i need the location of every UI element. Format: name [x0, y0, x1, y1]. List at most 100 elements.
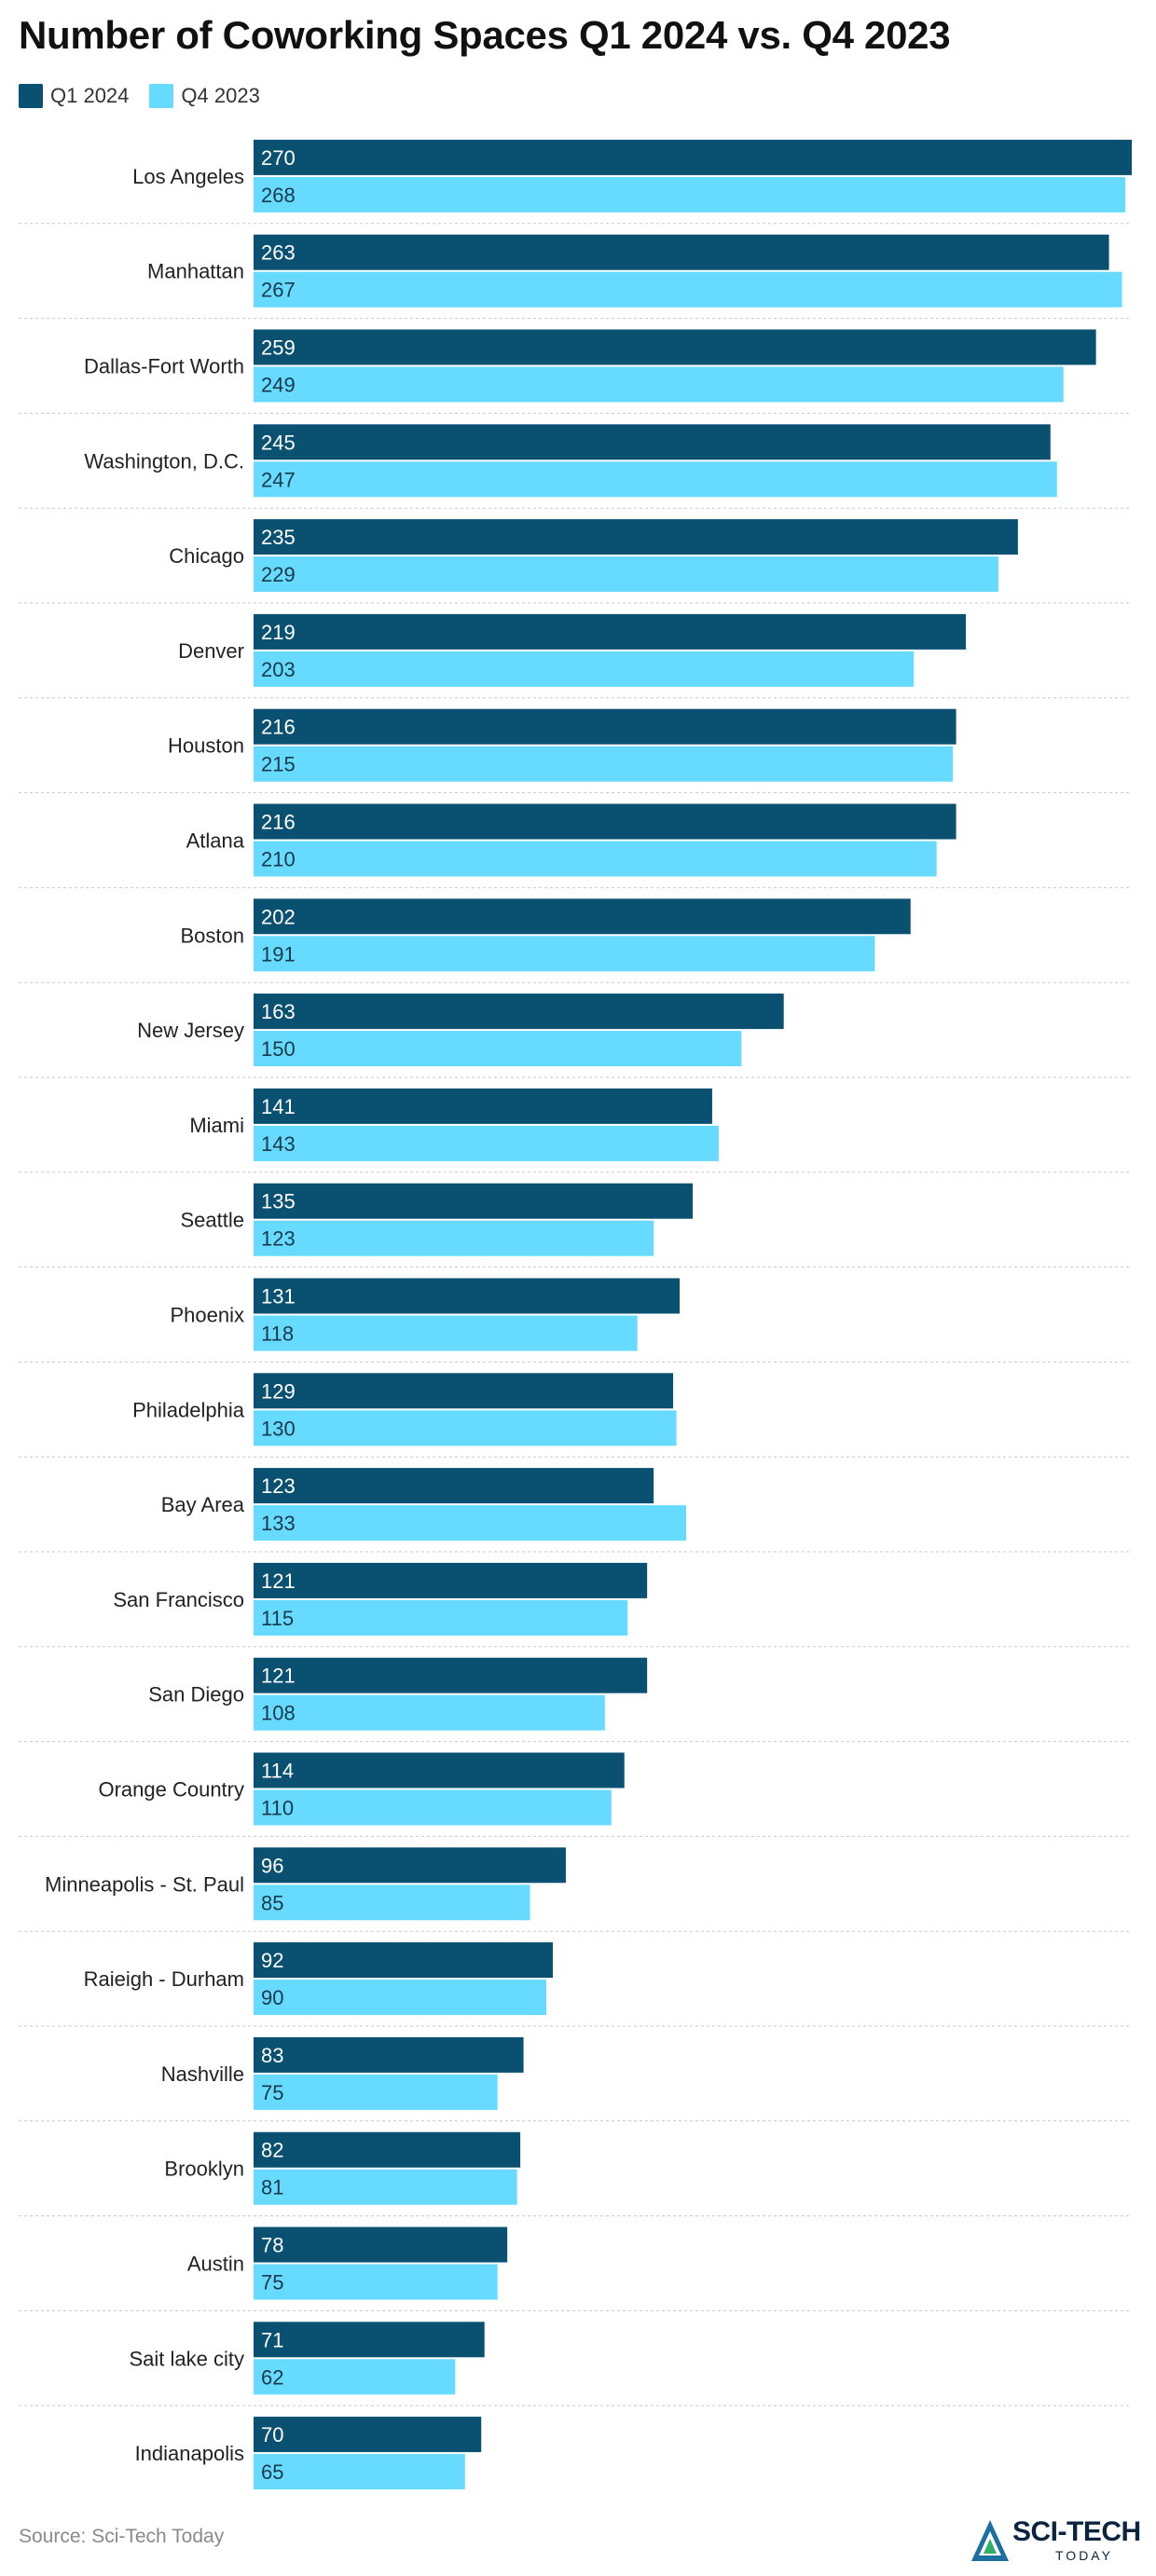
data-label: 216	[261, 811, 296, 834]
data-label: 118	[261, 1322, 294, 1346]
data-label: 82	[261, 2139, 283, 2162]
chart-title: Number of Coworking Spaces Q1 2024 vs. Q…	[19, 13, 951, 57]
data-label: 268	[261, 184, 296, 207]
bar-q1-2024	[254, 708, 956, 745]
data-label: 115	[261, 1607, 294, 1630]
category-label: San Diego	[148, 1683, 244, 1706]
bar-q4-2023	[254, 461, 1057, 498]
category-label: Miami	[189, 1114, 244, 1137]
data-label: 123	[261, 1474, 296, 1498]
category-label: Seattle	[181, 1209, 245, 1232]
category-label: Denver	[178, 639, 244, 663]
legend-item-q1-2024: Q1 2024	[19, 84, 129, 108]
data-label: 219	[261, 621, 296, 644]
bar-q4-2023	[254, 841, 937, 877]
bar-q4-2023	[254, 2169, 517, 2205]
bar-q4-2023	[254, 2454, 465, 2490]
category-label: Bay Area	[161, 1493, 245, 1516]
bar-q4-2023	[254, 271, 1122, 308]
bar-q4-2023	[254, 2359, 456, 2395]
data-label: 203	[261, 658, 296, 681]
data-label: 129	[261, 1379, 296, 1403]
category-label: Boston	[181, 924, 245, 947]
bar-q4-2023	[254, 1599, 628, 1636]
category-label: Philadelphia	[132, 1398, 245, 1421]
category-label: Dallas-Fort Worth	[84, 355, 244, 378]
bar-q1-2024	[254, 613, 967, 650]
bar-q1-2024	[254, 898, 911, 935]
bar-q4-2023	[254, 2074, 498, 2110]
data-label: 121	[261, 1569, 296, 1593]
data-label: 130	[261, 1417, 296, 1440]
bar-q4-2023	[254, 556, 998, 593]
bar-q1-2024	[254, 2322, 485, 2358]
data-label: 259	[261, 336, 296, 360]
bar-q4-2023	[254, 1315, 638, 1351]
category-label: Sait lake city	[130, 2347, 245, 2370]
data-label: 245	[261, 431, 296, 454]
bar-q1-2024	[254, 2036, 524, 2073]
category-label: Washington, D.C.	[84, 449, 244, 473]
data-label: 75	[261, 2081, 283, 2104]
category-label: Houston	[168, 734, 244, 758]
bar-q1-2024	[254, 1088, 712, 1124]
category-label: Nashville	[161, 2062, 244, 2086]
data-label: 247	[261, 468, 296, 491]
data-label: 123	[261, 1227, 296, 1251]
category-label: Chicago	[169, 544, 244, 568]
bar-q4-2023	[254, 651, 915, 687]
data-label: 62	[261, 2365, 283, 2389]
data-label: 81	[261, 2176, 283, 2199]
data-label: 92	[261, 1949, 283, 1972]
data-label: 270	[261, 146, 296, 170]
category-label: Los Angeles	[132, 165, 244, 188]
category-label: San Francisco	[113, 1588, 244, 1611]
legend-item-q4-2023: Q4 2023	[149, 84, 260, 108]
category-label: Manhattan	[147, 260, 244, 283]
category-label: Austin	[187, 2253, 244, 2276]
data-label: 83	[261, 2044, 283, 2067]
category-label: Brooklyn	[164, 2158, 244, 2181]
legend-label-q4-2023: Q4 2023	[181, 84, 260, 107]
source-note: Source: Sci-Tech Today	[19, 2526, 225, 2547]
data-label: 249	[261, 374, 296, 397]
bar-q4-2023	[254, 936, 875, 972]
data-label: 65	[261, 2460, 283, 2484]
legend-swatch-q1-2024	[19, 84, 43, 108]
data-label: 150	[261, 1037, 296, 1061]
bar-q4-2023	[254, 1789, 612, 1826]
bar-q1-2024	[254, 1468, 654, 1504]
data-label: 143	[261, 1132, 296, 1156]
bar-q1-2024	[254, 1183, 693, 1219]
bar-q4-2023	[254, 1694, 605, 1731]
category-label: Phoenix	[170, 1304, 244, 1327]
bar-q4-2023	[254, 1884, 530, 1921]
data-label: 235	[261, 526, 296, 549]
bar-q4-2023	[254, 1980, 546, 2016]
bar-q1-2024	[254, 424, 1051, 460]
category-label: Indianapolis	[135, 2442, 244, 2465]
bar-q1-2024	[254, 234, 1109, 270]
category-label: New Jersey	[137, 1019, 244, 1042]
category-label: Raieigh - Durham	[84, 1967, 244, 1991]
data-label: 75	[261, 2271, 283, 2295]
legend-label-q1-2024: Q1 2024	[50, 84, 130, 107]
bar-q4-2023	[254, 1125, 719, 1161]
data-label: 202	[261, 905, 296, 928]
bar-q4-2023	[254, 366, 1064, 403]
bar-q1-2024	[254, 1562, 648, 1598]
data-label: 191	[261, 942, 296, 966]
data-label: 267	[261, 279, 296, 302]
bar-q1-2024	[254, 329, 1096, 365]
data-label: 131	[261, 1285, 296, 1309]
bar-q4-2023	[254, 1505, 687, 1541]
bar-q1-2024	[254, 1752, 625, 1788]
data-label: 133	[261, 1512, 296, 1535]
data-label: 163	[261, 1000, 296, 1023]
bar-q4-2023	[254, 1031, 742, 1067]
bar-q1-2024	[254, 2417, 482, 2453]
data-label: 96	[261, 1854, 283, 1877]
logo-mark-icon	[971, 2520, 1009, 2561]
data-label: 135	[261, 1190, 296, 1213]
bar-q1-2024	[254, 1942, 553, 1979]
